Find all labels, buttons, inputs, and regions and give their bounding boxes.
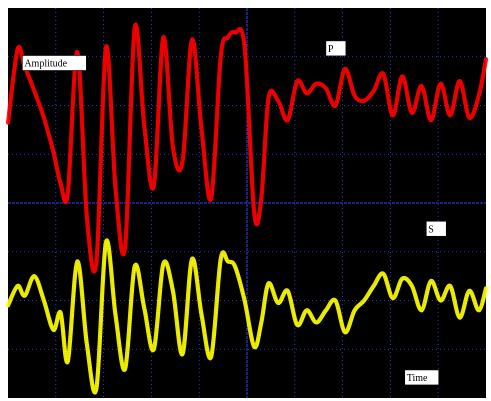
- annotation-s: S: [425, 220, 447, 237]
- annotation-layer: Amplitude P S Time: [22, 40, 447, 386]
- annotation-box: [22, 55, 87, 71]
- annotation-box: [325, 40, 347, 57]
- annotation-text: P: [328, 44, 334, 55]
- series-p-noise: [7, 25, 488, 274]
- series-layer: [5, 22, 489, 395]
- annotation-text: Time: [407, 373, 428, 384]
- annotation-p: P: [325, 40, 347, 57]
- annotation-text: Amplitude: [24, 59, 67, 70]
- series-s-noise: [7, 240, 488, 395]
- annotation-text: S: [428, 224, 434, 235]
- annotation-time: Time: [404, 369, 440, 386]
- grid-layer: [8, 8, 486, 398]
- annotation-amplitude: Amplitude: [22, 55, 87, 71]
- annotation-box: [404, 369, 440, 386]
- annotation-box: [425, 220, 447, 237]
